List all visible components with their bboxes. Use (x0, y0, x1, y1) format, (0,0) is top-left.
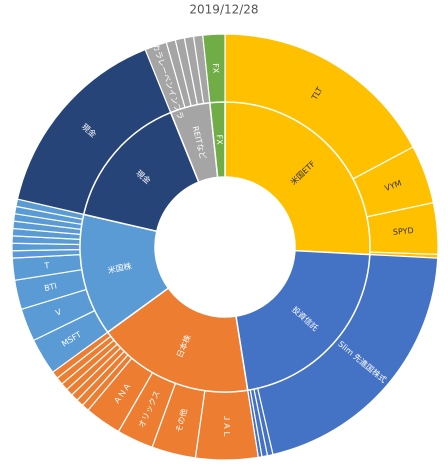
chart-title: 2019/12/28 (189, 3, 258, 17)
inner-segment (235, 249, 371, 392)
inner-segment (224, 101, 371, 256)
segment-label: 米国株 (107, 261, 133, 276)
segment-label: SPYD (393, 226, 414, 237)
segment-label: FX (211, 63, 221, 74)
segment-label: FX (215, 134, 225, 145)
segment-label: BTI (43, 281, 57, 293)
inner-segment (209, 101, 226, 179)
segment-label: ＪＡＬ (222, 414, 231, 438)
segment-label: V (54, 307, 63, 318)
segment-label: T (43, 261, 50, 271)
